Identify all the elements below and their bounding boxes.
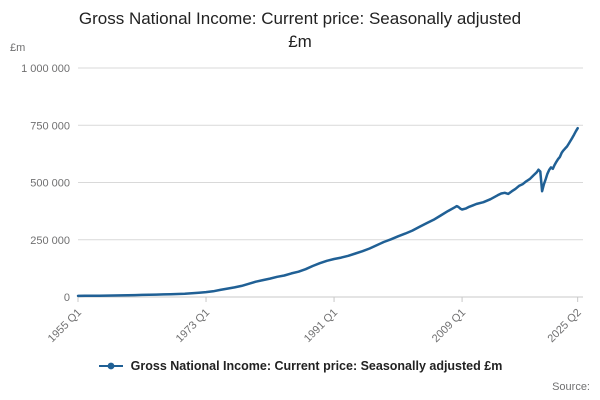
legend-item[interactable]: Gross National Income: Current price: Se…: [0, 359, 600, 373]
y-tick-label: 0: [64, 292, 70, 304]
x-tick-label: 2009 Q1: [430, 307, 468, 345]
y-tick-label: 1 000 000: [21, 63, 70, 75]
chart-title: Gross National Income: Current price: Se…: [0, 8, 600, 54]
legend-label: Gross National Income: Current price: Se…: [130, 359, 503, 373]
y-axis-unit-label: £m: [10, 42, 26, 54]
x-tick-label: 2025 Q2: [545, 307, 583, 345]
y-tick-label: 750 000: [30, 120, 70, 132]
y-tick-label: 500 000: [30, 178, 70, 190]
chart-title-line2: £m: [288, 31, 312, 51]
gni-series-line[interactable]: [76, 126, 579, 298]
source-label: Source:: [552, 381, 590, 393]
x-tick-label: 1973 Q1: [174, 307, 212, 345]
legend-line-marker: [98, 362, 123, 370]
x-tick-label: 1991 Q1: [302, 307, 340, 345]
y-tick-label: 250 000: [30, 235, 70, 247]
chart-title-line1: Gross National Income: Current price: Se…: [78, 9, 522, 28]
x-tick-label: 1955 Q1: [46, 307, 84, 345]
